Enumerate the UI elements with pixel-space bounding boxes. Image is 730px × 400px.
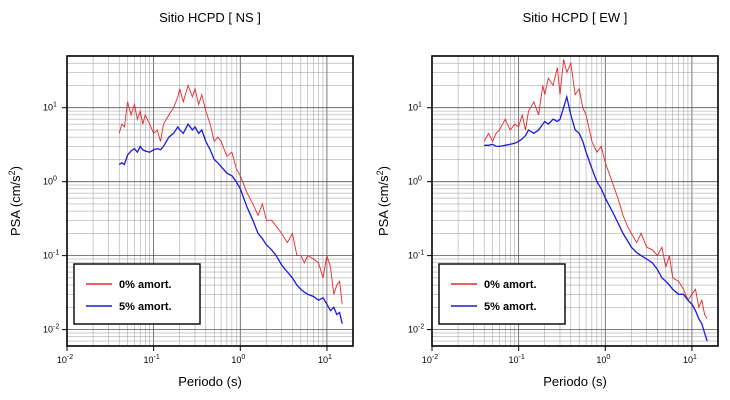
gridlines xyxy=(432,56,718,346)
x-tick-label: 101 xyxy=(318,354,332,365)
series-line-amort-0 xyxy=(118,83,343,305)
x-tick-label: 101 xyxy=(683,354,697,365)
x-tick-label: 100 xyxy=(596,354,610,365)
y-tick-label: 101 xyxy=(43,102,57,113)
chart-panel-0: Sitio HCPD [ NS ] 10-2 10-1 100 101 10-2 10-1 1… xyxy=(7,10,354,389)
x-tick-label: 10-1 xyxy=(509,354,525,365)
legend-label: 5% amort. xyxy=(484,301,537,313)
series-line-amort-5 xyxy=(118,122,343,324)
x-tick-label: 10-2 xyxy=(422,354,438,365)
x-tick-label: 10-1 xyxy=(144,354,160,365)
series-line-amort-5 xyxy=(484,94,708,342)
legend: 0% amort. 5% amort. xyxy=(438,263,566,325)
y-axis-label: PSA (cm/s2) xyxy=(7,166,23,236)
y-axis-label: PSA (cm/s2) xyxy=(375,166,391,236)
series-line-amort-0 xyxy=(483,59,708,320)
legend: 0% amort. 5% amort. xyxy=(73,263,201,325)
y-tick-label: 10-1 xyxy=(408,250,424,261)
chart-panel-1: Sitio HCPD [ EW ] 10-2 10-1 100 101 10-2 10-1 1… xyxy=(375,10,719,389)
gridlines xyxy=(67,56,353,346)
x-axis-label: Periodo (s) xyxy=(178,374,242,389)
y-tick-label: 100 xyxy=(408,176,422,187)
x-tick-label: 10-2 xyxy=(57,354,73,365)
legend-box xyxy=(438,263,566,325)
x-axis-label: Periodo (s) xyxy=(543,374,607,389)
y-tick-label: 10-2 xyxy=(408,324,424,335)
legend-label: 0% amort. xyxy=(119,279,172,291)
chart-title: Sitio HCPD [ NS ] xyxy=(159,10,261,25)
y-tick-label: 10-2 xyxy=(43,324,59,335)
legend-label: 5% amort. xyxy=(119,301,172,313)
y-tick-label: 100 xyxy=(43,176,57,187)
legend-box xyxy=(73,263,201,325)
x-tick-label: 100 xyxy=(231,354,245,365)
y-tick-label: 10-1 xyxy=(43,250,59,261)
plot-frame xyxy=(66,55,354,347)
y-tick-label: 101 xyxy=(408,102,422,113)
chart-title: Sitio HCPD [ EW ] xyxy=(523,10,628,25)
legend-label: 0% amort. xyxy=(484,279,537,291)
plot-frame xyxy=(431,55,719,347)
